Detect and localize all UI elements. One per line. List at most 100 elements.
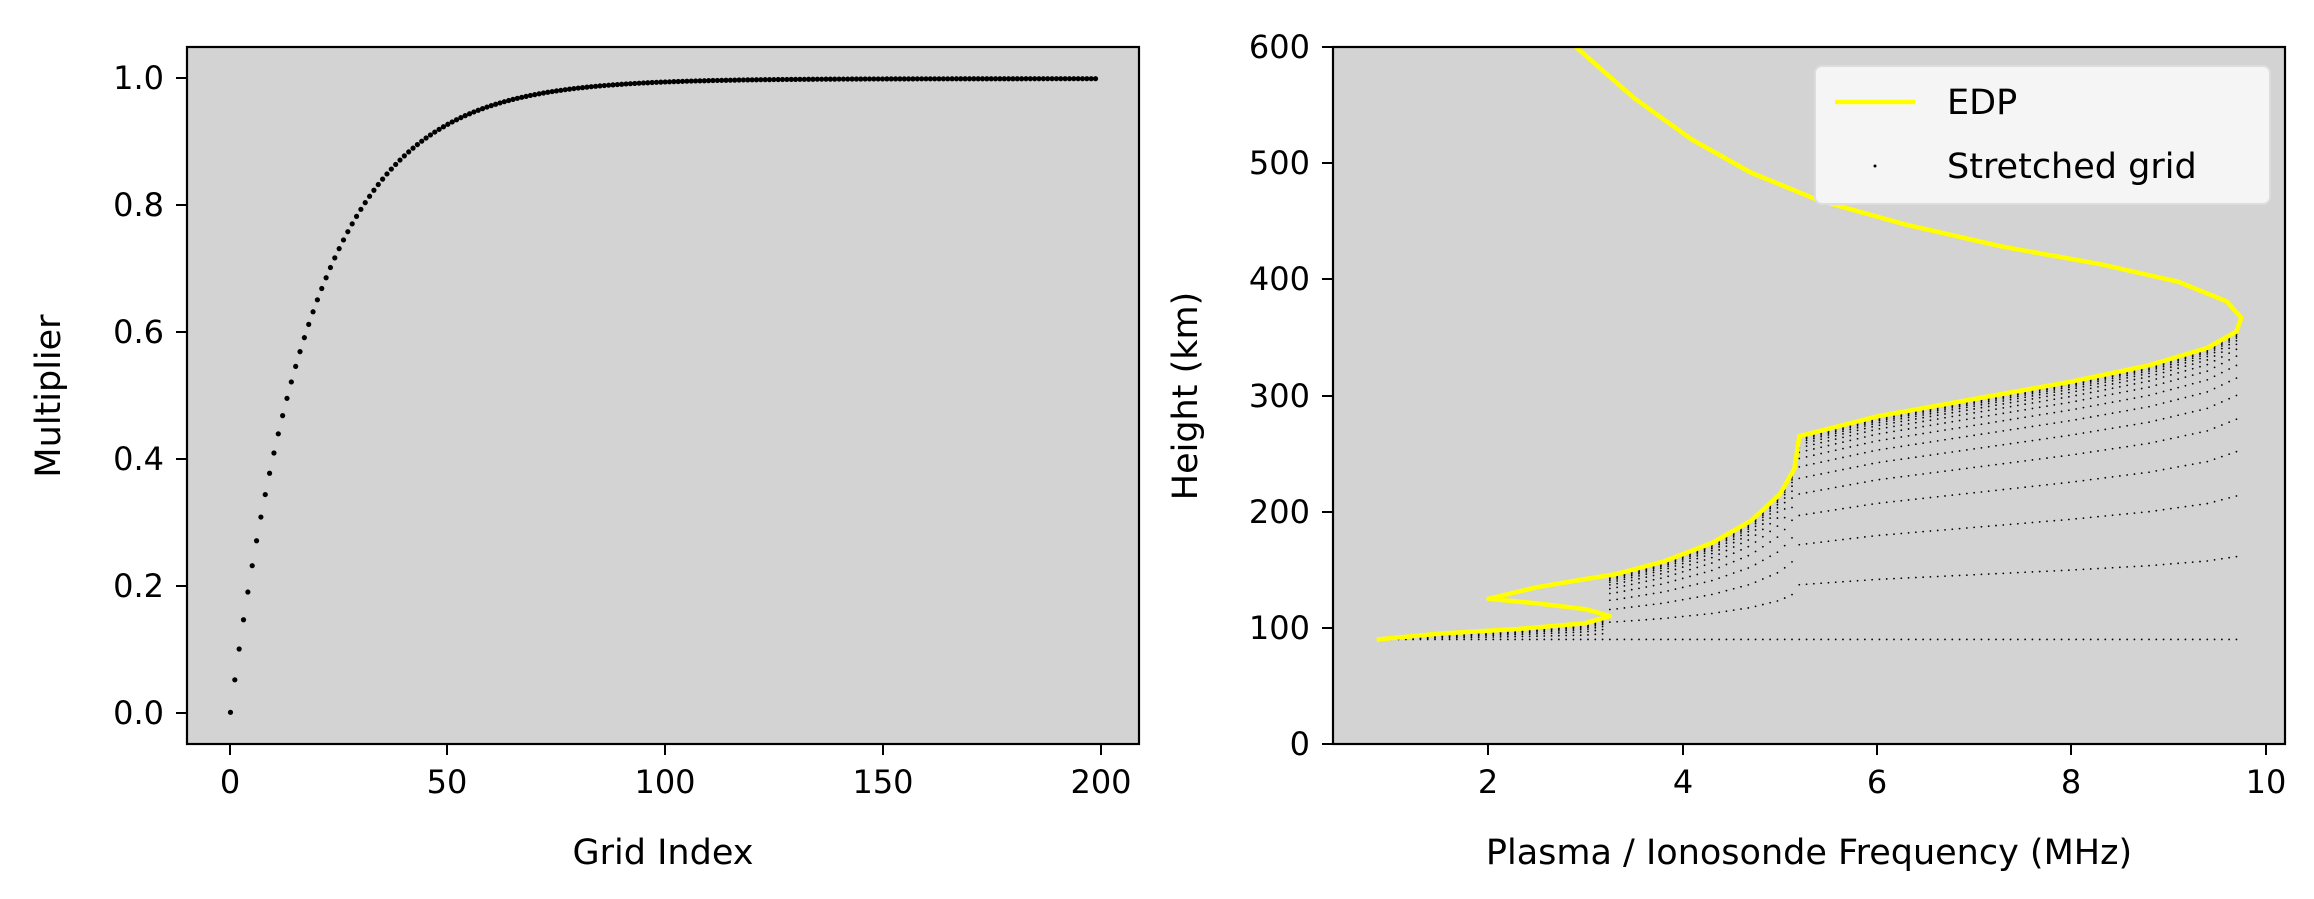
left-x-tick-label: 50	[427, 763, 468, 801]
grid-point	[2075, 394, 2078, 397]
grid-point	[1769, 530, 1772, 533]
grid-point	[1805, 445, 1808, 448]
grid-point	[2024, 459, 2027, 462]
grid-point	[2162, 638, 2165, 641]
grid-point	[2067, 434, 2070, 437]
grid-point	[2184, 384, 2187, 387]
grid-point	[1703, 594, 1706, 597]
grid-point	[1798, 514, 1801, 517]
grid-point	[1842, 538, 1844, 541]
grid-point	[1696, 614, 1699, 616]
grid-point	[1987, 573, 1990, 575]
grid-point	[2148, 368, 2150, 371]
grid-point	[1718, 566, 1721, 569]
grid-point	[1820, 541, 1823, 544]
grid-point	[2126, 566, 2129, 568]
grid-point	[2097, 396, 2099, 398]
grid-point	[1914, 413, 1917, 416]
grid-point	[2097, 477, 2099, 480]
multiplier-point	[806, 76, 812, 82]
grid-point	[2169, 363, 2172, 366]
grid-point	[1623, 638, 1626, 641]
multiplier-point	[1019, 76, 1025, 82]
grid-point	[1732, 538, 1735, 541]
grid-point	[2104, 413, 2107, 416]
grid-point	[2075, 517, 2078, 520]
grid-point	[2235, 343, 2238, 346]
grid-point	[2148, 471, 2150, 474]
grid-point	[2206, 353, 2209, 355]
right-y-axis: 0 100 200 300 400 500 600 Height (km)	[1166, 28, 1333, 763]
grid-point	[1922, 432, 1925, 435]
grid-point	[1718, 638, 1721, 641]
grid-point	[1536, 632, 1538, 635]
grid-point	[2162, 417, 2165, 420]
grid-point	[1900, 415, 1903, 418]
grid-point	[2162, 371, 2165, 374]
grid-point	[2155, 638, 2158, 641]
grid-point	[2082, 383, 2085, 386]
grid-point	[2118, 399, 2121, 402]
grid-point	[2104, 388, 2107, 391]
grid-point	[2177, 386, 2180, 389]
multiplier-point	[419, 138, 425, 144]
multiplier-point	[501, 99, 507, 105]
multiplier-point	[879, 76, 886, 82]
multiplier-point	[797, 76, 803, 82]
multiplier-point	[1071, 76, 1077, 82]
grid-point	[2191, 504, 2194, 507]
grid-point	[1791, 490, 1793, 493]
grid-point	[2228, 352, 2231, 355]
grid-point	[2111, 387, 2114, 390]
grid-point	[2148, 442, 2150, 445]
grid-point	[1674, 588, 1677, 591]
grid-point	[1827, 510, 1830, 512]
left-plot-frame	[185, 45, 1141, 746]
grid-point	[1893, 638, 1895, 641]
grid-point	[1900, 417, 1903, 420]
grid-point	[1973, 491, 1976, 494]
grid-point	[1725, 539, 1728, 542]
grid-point	[1834, 438, 1837, 441]
multiplier-point	[506, 97, 512, 104]
grid-point	[2038, 424, 2041, 427]
grid-point	[2097, 404, 2099, 406]
grid-point	[1958, 436, 1961, 439]
multiplier-point	[1045, 76, 1051, 82]
grid-point	[2191, 394, 2194, 397]
grid-point	[1638, 587, 1640, 590]
grid-point	[2140, 377, 2143, 380]
grid-point	[2046, 638, 2048, 641]
grid-point	[2002, 429, 2005, 432]
grid-point	[2140, 381, 2143, 384]
grid-point	[2220, 371, 2223, 374]
multiplier-point	[423, 135, 429, 141]
grid-point	[1907, 423, 1910, 425]
grid-point	[1900, 638, 1903, 641]
grid-point	[1696, 573, 1699, 576]
grid-point	[1856, 425, 1859, 427]
grid-point	[1747, 638, 1750, 641]
grid-point	[1645, 576, 1648, 579]
grid-point	[1842, 638, 1844, 641]
grid-point	[1557, 632, 1560, 634]
grid-point	[1776, 551, 1779, 554]
grid-point	[1659, 577, 1662, 580]
grid-point	[1747, 607, 1750, 609]
grid-point	[1944, 575, 1946, 578]
grid-point	[2148, 638, 2150, 641]
grid-point	[1878, 424, 1881, 427]
multiplier-point	[519, 94, 525, 100]
grid-point	[1834, 442, 1837, 445]
grid-point	[2184, 357, 2187, 360]
grid-point	[1893, 500, 1895, 503]
grid-point	[1973, 417, 1976, 420]
grid-point	[1929, 530, 1932, 532]
multiplier-point	[406, 149, 412, 155]
grid-point	[1805, 441, 1808, 444]
grid-point	[2111, 383, 2114, 385]
grid-point	[2016, 410, 2019, 412]
grid-point	[2133, 371, 2136, 374]
grid-point	[2104, 428, 2107, 431]
grid-point	[1885, 438, 1888, 441]
